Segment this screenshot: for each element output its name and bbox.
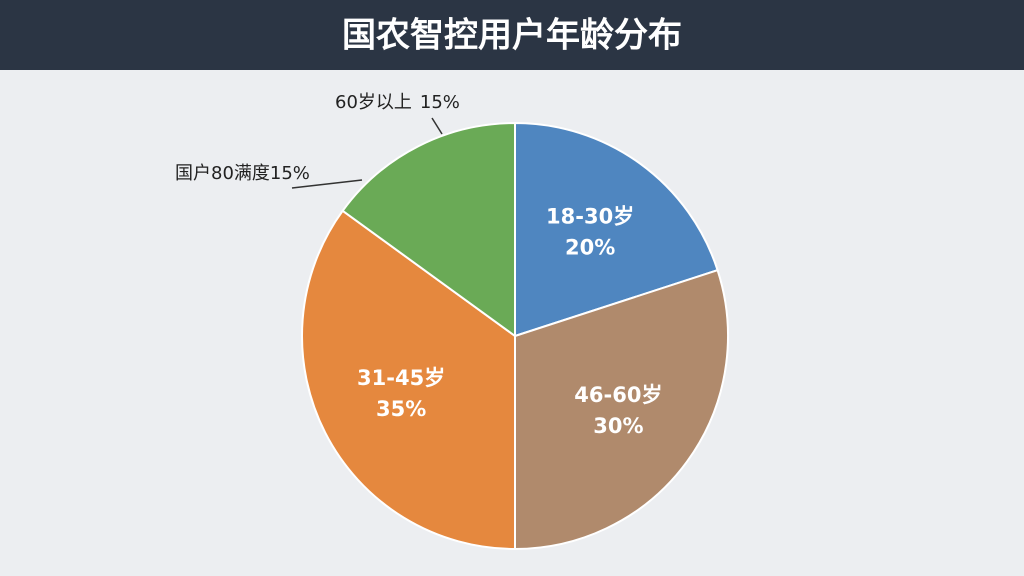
value-label: 30% bbox=[593, 414, 643, 438]
pie-slice bbox=[514, 268, 729, 551]
chart-title: 国农智控用户年龄分布 bbox=[342, 16, 682, 56]
pie-slice bbox=[514, 121, 719, 338]
leader-line bbox=[291, 179, 363, 189]
category-label: 46-60岁 bbox=[574, 383, 662, 407]
leader-line bbox=[431, 117, 443, 135]
value-label: 35% bbox=[376, 397, 426, 421]
category-label: 18-30岁 bbox=[546, 205, 634, 229]
value-label: 20% bbox=[565, 236, 615, 260]
annotation: 国户80满度15% bbox=[175, 163, 310, 184]
slice-label: 60岁以上 15% bbox=[335, 92, 460, 113]
header-bar bbox=[0, 0, 1024, 70]
category-label: 31-45岁 bbox=[357, 366, 445, 390]
value-label: 15% bbox=[420, 92, 460, 113]
pie-slice bbox=[341, 121, 516, 338]
pie-slice bbox=[301, 209, 516, 551]
category-label: 60岁以上 bbox=[335, 92, 412, 113]
